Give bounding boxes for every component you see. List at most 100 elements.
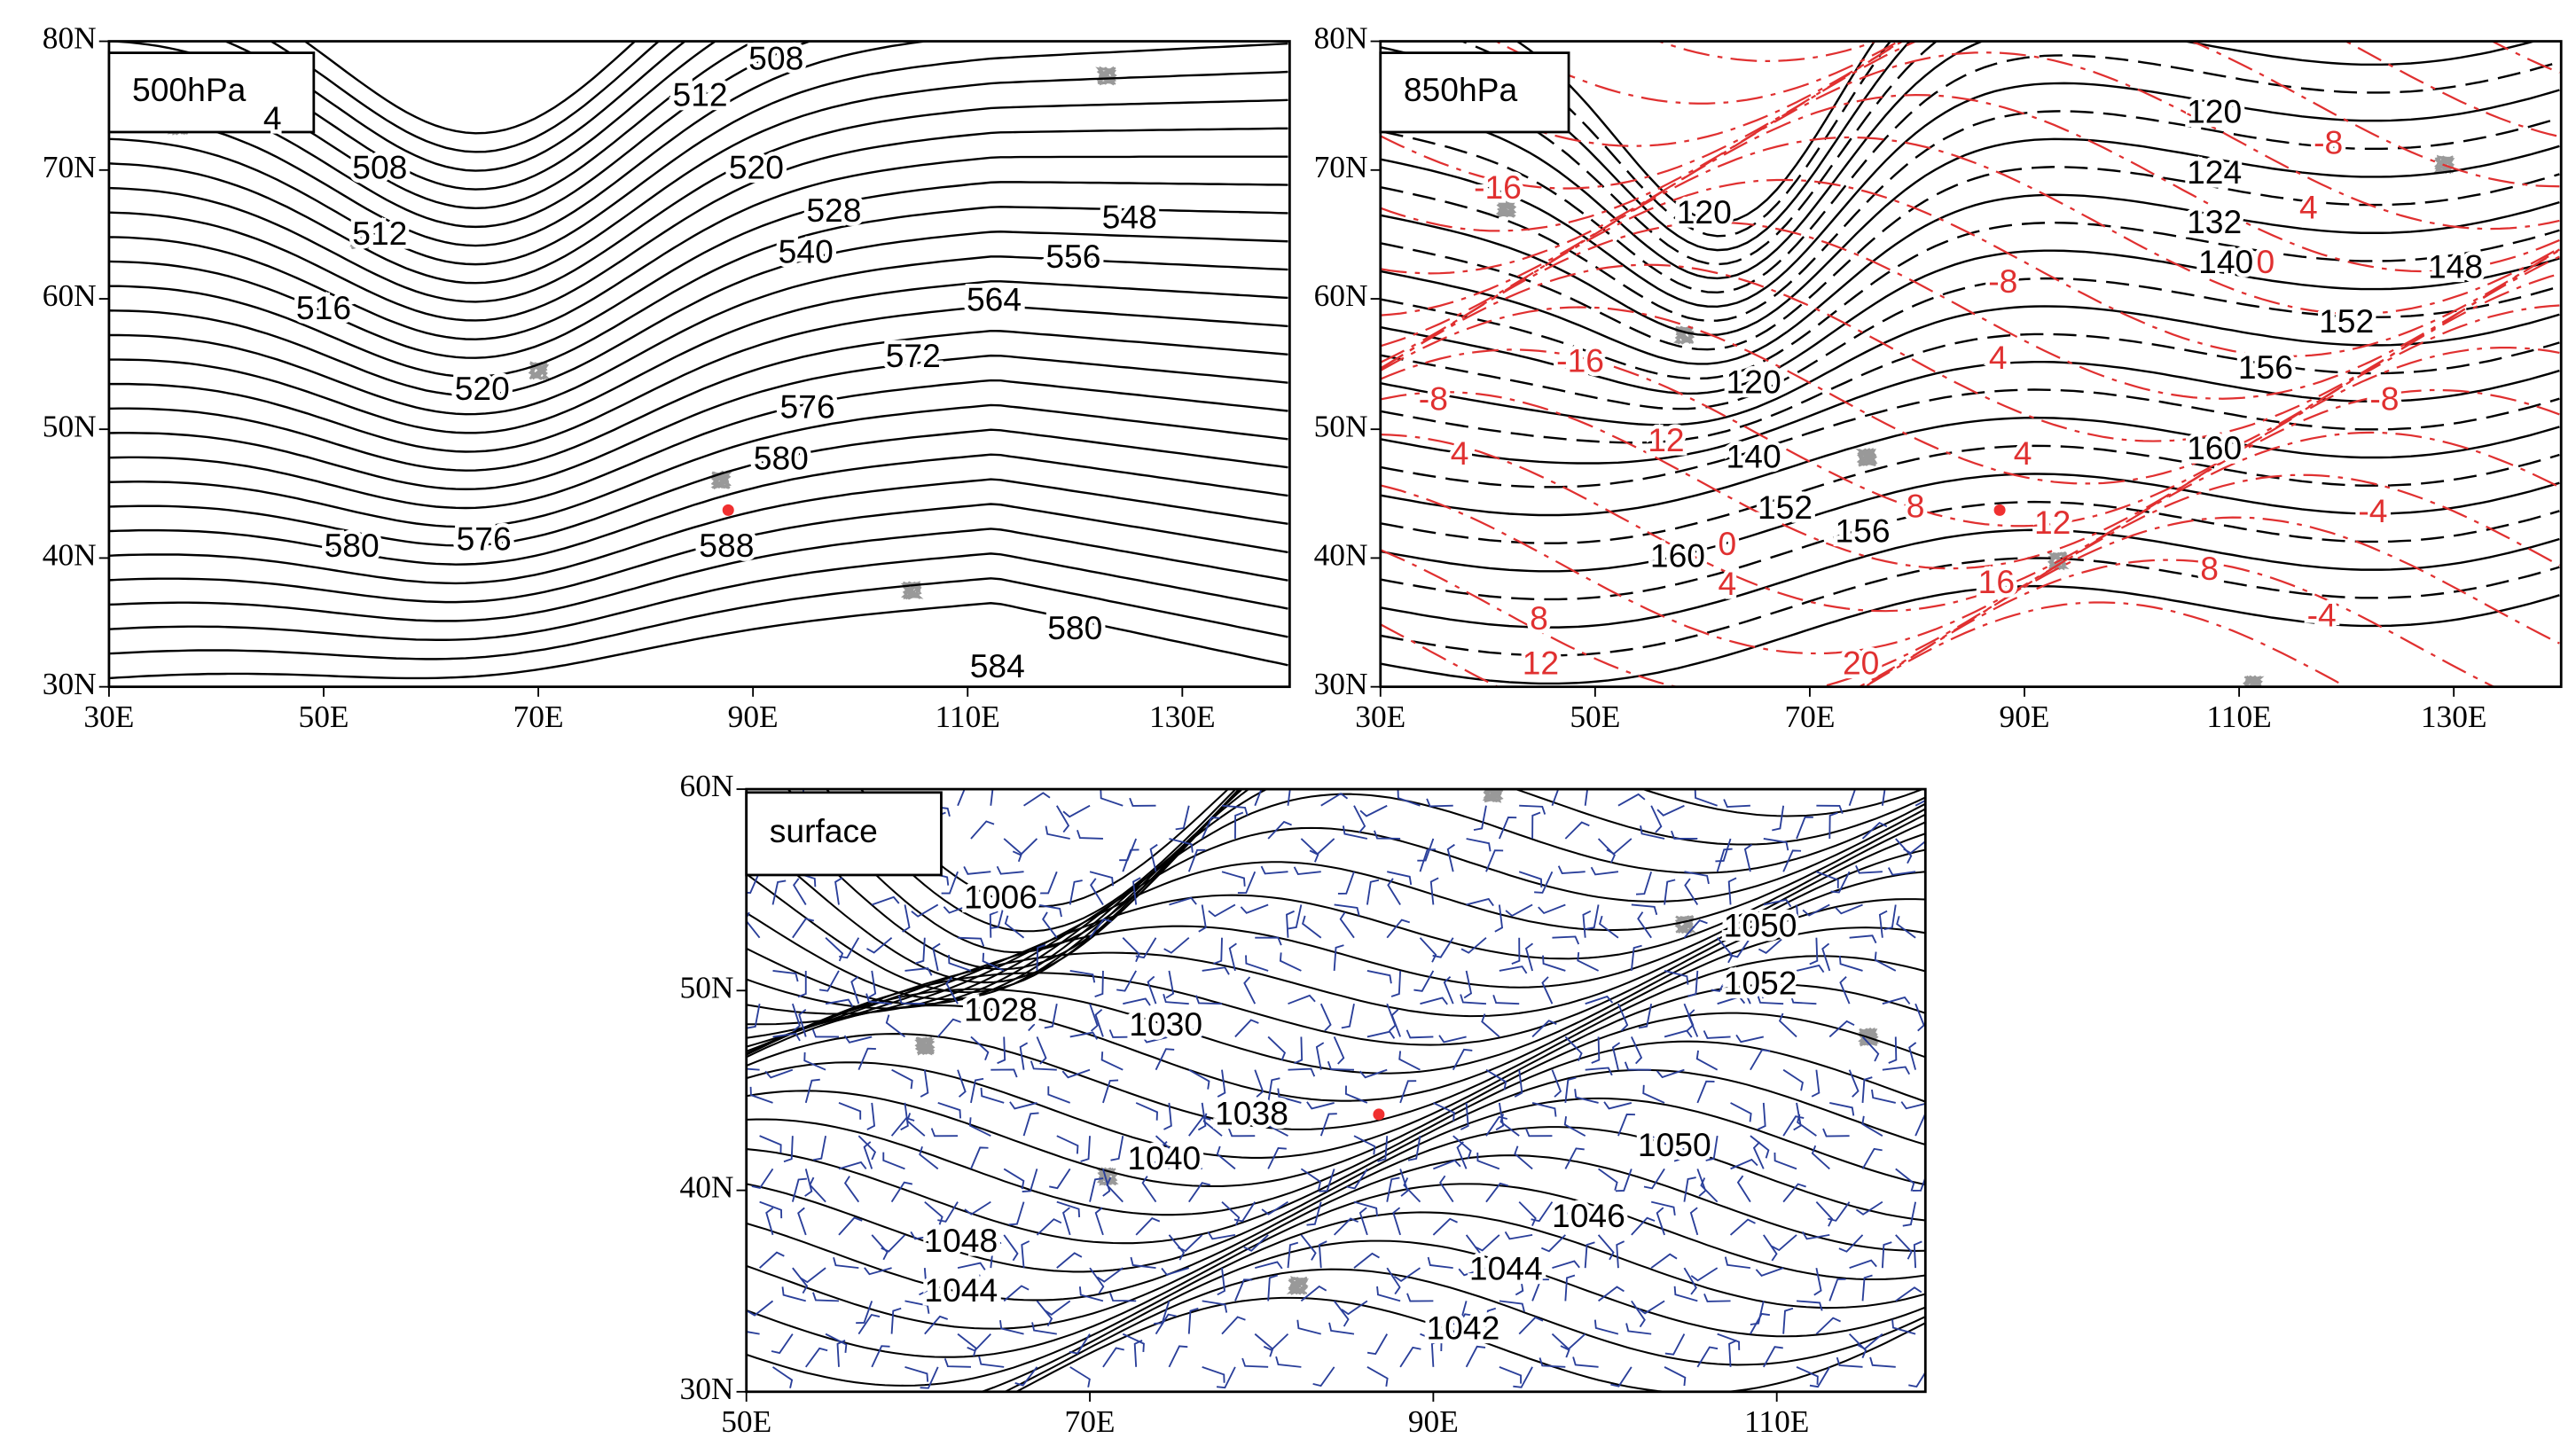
wind-barb: [963, 866, 991, 875]
wind-barb: [936, 1278, 956, 1302]
wind-barb: [1590, 866, 1619, 876]
wind-barb: [1254, 1333, 1274, 1357]
wind-barb: [957, 1262, 986, 1270]
wind-barb: [1524, 1128, 1553, 1137]
wind-barb: [1337, 871, 1355, 895]
wind-barb: [1551, 1333, 1570, 1358]
wind-barb: [1499, 1300, 1525, 1312]
wind-barb: [1485, 849, 1504, 872]
wind-barb: [825, 937, 844, 962]
contour-line: [1380, 444, 2560, 544]
wind-barb: [1263, 1333, 1289, 1351]
wind-barb: [1811, 1069, 1820, 1098]
wind-barb: [1631, 1216, 1656, 1236]
wind-barb: [1254, 1069, 1265, 1098]
wind-barb: [902, 904, 911, 933]
wind-barb: [1757, 994, 1784, 1005]
contour-label: 156: [1835, 512, 1890, 549]
wind-barb: [1902, 1201, 1917, 1227]
wind-barb: [1318, 1240, 1327, 1269]
wind-barb: [1574, 1089, 1599, 1104]
wind-barb: [1055, 805, 1070, 833]
wind-barb: [1815, 1317, 1841, 1335]
wind-barb: [1485, 1115, 1508, 1137]
wind-barb: [967, 1333, 991, 1352]
wind-barb: [1300, 1234, 1317, 1261]
lat-label: 70N: [43, 149, 97, 184]
wind-barb: [1094, 1008, 1104, 1037]
wind-barb: [751, 1168, 774, 1190]
wind-barb: [1531, 811, 1541, 839]
contour-line: [1380, 360, 2560, 465]
wind-barb: [1036, 1218, 1062, 1236]
temperature-label: 12: [1648, 421, 1684, 458]
wind-barb: [1163, 1102, 1172, 1130]
wind-barb: [812, 1135, 827, 1161]
contour-line: [108, 41, 813, 229]
wind-barb: [1110, 1135, 1124, 1161]
wind-barb: [1816, 804, 1844, 815]
wind-barb: [804, 1169, 813, 1197]
wind-barb: [791, 1003, 801, 1032]
wind-barb: [1552, 935, 1580, 945]
wind-barb: [1895, 1168, 1915, 1192]
wind-barb: [1315, 1042, 1325, 1070]
wind-barb: [1432, 1102, 1455, 1122]
wind-barb: [1881, 1241, 1892, 1269]
wind-barb: [1160, 1140, 1171, 1169]
wind-barb: [1197, 1102, 1207, 1131]
wind-barb: [970, 820, 995, 840]
wind-barb: [1217, 1268, 1225, 1296]
wind-barb: [759, 1200, 783, 1219]
wind-barb: [1689, 1207, 1699, 1236]
wind-barb: [885, 1014, 906, 1038]
wind-barb: [1353, 1252, 1380, 1269]
wind-barb: [1625, 1323, 1652, 1335]
contour-line: [746, 955, 1926, 1130]
wind-barb: [1044, 1004, 1058, 1029]
wind-barb: [1912, 1175, 1926, 1192]
temperature-label: -8: [2369, 379, 2399, 417]
wind-barb: [833, 1256, 859, 1270]
wind-barb: [791, 1177, 807, 1202]
wind-barb: [1366, 970, 1392, 984]
wind-barb: [843, 1035, 873, 1044]
lat-label: 40N: [43, 537, 97, 573]
wind-barb: [1089, 1003, 1099, 1032]
contour-label: 508: [748, 40, 803, 77]
contour-line: [746, 1211, 1926, 1387]
wind-barb: [1012, 838, 1038, 856]
wind-barb: [1551, 1069, 1562, 1098]
wind-barb: [843, 1176, 860, 1203]
contour-label: 520: [455, 370, 510, 407]
wind-barb: [1458, 1267, 1487, 1277]
contour-label: 580: [325, 527, 380, 564]
wind-barb: [1279, 952, 1302, 972]
wind-barb: [1664, 1366, 1687, 1387]
wind-barb: [1392, 1207, 1402, 1236]
wind-barb: [1871, 1089, 1896, 1104]
wind-barb: [1481, 1013, 1500, 1038]
lon-label: 90E: [2000, 699, 2050, 734]
wind-barb: [1552, 1260, 1580, 1270]
wind-barb: [1703, 1030, 1731, 1039]
wind-barb: [1828, 811, 1838, 839]
wind-barb: [1683, 1176, 1696, 1202]
wind-barb: [1123, 997, 1151, 1006]
wind-barb: [1929, 1036, 1939, 1063]
wind-barb: [1306, 1201, 1322, 1226]
wind-barb: [1683, 1267, 1697, 1295]
contour-label: 508: [352, 149, 407, 186]
contour-line: [108, 305, 1288, 453]
contour-line: [108, 181, 1288, 359]
contour-line: [746, 789, 1241, 971]
wind-barb: [1353, 805, 1366, 833]
wind-barb: [1122, 1333, 1145, 1352]
wind-barb: [890, 1181, 913, 1203]
wind-barb: [1711, 970, 1732, 992]
panel-title-box: [107, 51, 316, 134]
contour-label: 152: [1758, 489, 1813, 526]
contour-line: [1380, 41, 2538, 280]
wind-barb: [1023, 792, 1051, 807]
wind-barb: [1716, 848, 1733, 872]
